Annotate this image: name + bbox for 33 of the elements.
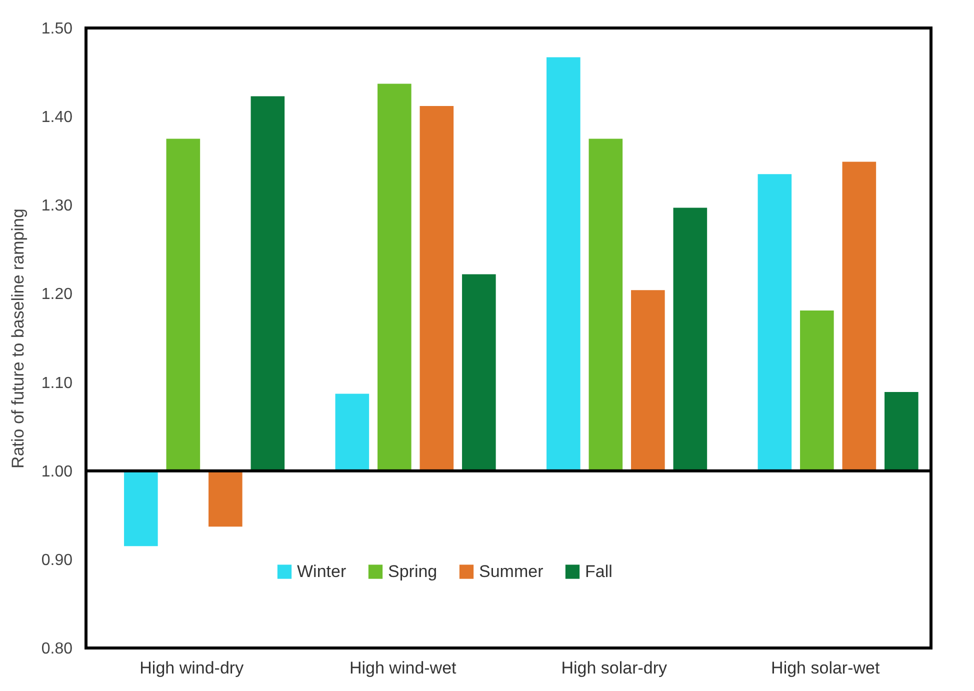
- bar: [800, 310, 834, 471]
- y-axis-title: Ratio of future to baseline ramping: [8, 208, 28, 468]
- legend-label: Winter: [297, 562, 346, 581]
- bar: [335, 394, 370, 471]
- x-tick-label: High solar-wet: [771, 658, 880, 678]
- bar: [673, 208, 708, 471]
- bar: [166, 138, 200, 471]
- bar: [588, 138, 623, 471]
- bar: [124, 470, 158, 546]
- y-tick-label: 1.10: [41, 374, 73, 392]
- legend-label: Spring: [388, 562, 438, 581]
- y-tick-label: 1.40: [41, 109, 73, 126]
- bar: [420, 106, 454, 471]
- bar: [462, 274, 496, 471]
- bar: [842, 162, 876, 471]
- bar: [378, 84, 412, 471]
- y-tick-label: 1.20: [41, 286, 73, 304]
- bar: [250, 96, 285, 471]
- y-tick-label: 0.90: [41, 552, 73, 569]
- x-tick-label: High wind-wet: [349, 658, 457, 678]
- y-tick-label: 1.30: [41, 198, 73, 215]
- y-tick-label: 1.50: [41, 20, 73, 38]
- y-tick-label: 1.00: [41, 463, 73, 480]
- legend-label: Summer: [479, 562, 544, 581]
- bar: [208, 470, 242, 527]
- bar: [546, 57, 580, 471]
- bar: [884, 392, 918, 471]
- legend-label: Fall: [585, 562, 612, 581]
- x-tick-label: High solar-dry: [561, 658, 668, 678]
- y-tick-label: 0.80: [41, 640, 73, 658]
- bar: [631, 290, 665, 471]
- bar: [758, 174, 792, 471]
- x-tick-label: High wind-dry: [140, 658, 244, 678]
